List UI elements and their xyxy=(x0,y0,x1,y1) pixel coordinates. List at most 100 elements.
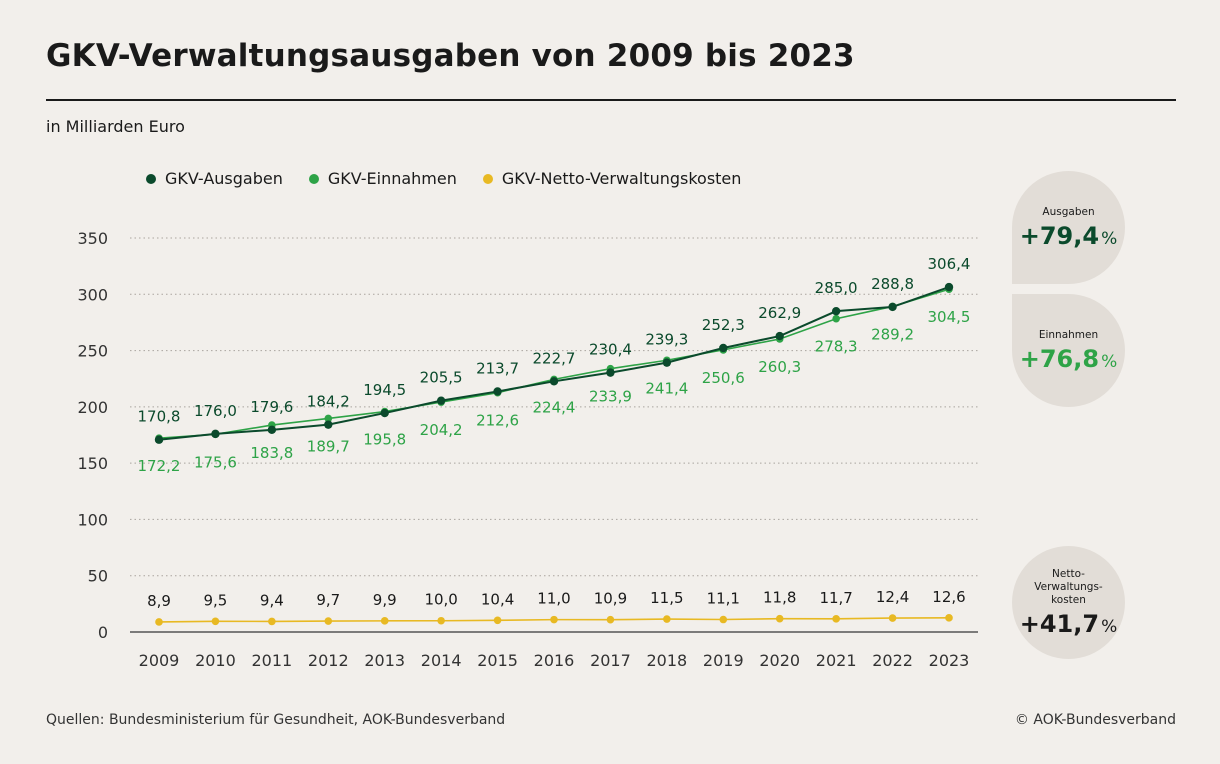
data-label-netto-2019: 11,1 xyxy=(707,590,740,608)
x-tick-label-2010: 2010 xyxy=(195,651,236,670)
legend-marker-ausgaben xyxy=(146,173,156,184)
badge-ausgaben-value: +79,4% xyxy=(1020,222,1117,250)
y-tick-label-50: 50 xyxy=(88,567,108,586)
data-label-netto-2017: 10,9 xyxy=(594,590,627,608)
data-label-einnahmen-2023: 304,5 xyxy=(928,308,971,326)
data-label-einnahmen-2009: 172,2 xyxy=(138,457,181,475)
line-chart: 0 50 100 150 200 250 300 350 2009 2010 2011 2012 201… xyxy=(77,229,978,670)
point-netto-2009 xyxy=(155,618,163,626)
badge-einnahmen: Einnahmen +76,8% xyxy=(1012,294,1125,407)
point-ausgaben-2017 xyxy=(606,368,615,377)
x-tick-label-2009: 2009 xyxy=(139,651,180,670)
data-label-ausgaben-2013: 194,5 xyxy=(363,381,406,399)
point-ausgaben-2022 xyxy=(888,302,897,312)
point-ausgaben-2014 xyxy=(436,396,446,405)
y-tick-label-350: 350 xyxy=(77,229,108,248)
badge-ausgaben: Ausgaben +79,4% xyxy=(1012,171,1125,284)
legend: GKV-Ausgaben GKV-Einnahmen GKV-Netto-Ver… xyxy=(146,169,741,188)
data-label-netto-2022: 12,4 xyxy=(876,588,909,606)
x-tick-label-2014: 2014 xyxy=(421,651,462,670)
point-netto-2011 xyxy=(268,617,276,626)
chart-subtitle: in Milliarden Euro xyxy=(46,117,185,136)
x-tick-label-2016: 2016 xyxy=(534,651,575,670)
legend-label-netto: GKV-Netto-Verwaltungskosten xyxy=(501,169,742,188)
point-ausgaben-2019 xyxy=(719,343,728,353)
data-label-netto-2013: 9,9 xyxy=(373,591,397,609)
point-einnahmen-2012 xyxy=(324,414,333,423)
badge-netto-unit: % xyxy=(1101,616,1118,637)
badge-einnahmen-value: +76,8% xyxy=(1020,345,1117,373)
data-label-ausgaben-2011: 179,6 xyxy=(250,398,293,416)
data-label-einnahmen-2018: 241,4 xyxy=(645,379,688,397)
data-label-ausgaben-2010: 176,0 xyxy=(194,402,237,420)
y-tick-label-0: 0 xyxy=(98,623,108,642)
data-label-netto-2012: 9,7 xyxy=(316,591,340,609)
point-netto-2021 xyxy=(832,615,840,623)
point-ausgaben-2020 xyxy=(775,331,784,341)
point-ausgaben-2023 xyxy=(944,282,954,292)
data-label-netto-2018: 11,5 xyxy=(650,589,683,607)
data-label-ausgaben-2019: 252,3 xyxy=(702,316,745,334)
x-tick-label-2017: 2017 xyxy=(590,651,631,670)
data-label-ausgaben-2023: 306,4 xyxy=(928,255,971,273)
data-label-einnahmen-2013: 195,8 xyxy=(363,431,406,449)
data-label-netto-2010: 9,5 xyxy=(203,591,227,609)
point-netto-2023 xyxy=(945,614,953,622)
data-label-einnahmen-2011: 183,8 xyxy=(250,444,293,462)
point-einnahmen-2021 xyxy=(832,314,840,323)
point-netto-2018 xyxy=(663,615,671,623)
data-label-einnahmen-2016: 224,4 xyxy=(533,398,576,416)
x-tick-label-2013: 2013 xyxy=(364,651,405,670)
data-label-einnahmen-2010: 175,6 xyxy=(194,453,237,471)
point-netto-2015 xyxy=(493,616,502,625)
badge-ausgaben-unit: % xyxy=(1101,228,1118,249)
y-tick-label-200: 200 xyxy=(77,398,108,417)
data-label-einnahmen-2015: 212,6 xyxy=(476,412,519,430)
legend-item-netto: GKV-Netto-Verwaltungskosten xyxy=(482,169,742,188)
data-label-netto-2020: 11,8 xyxy=(763,589,796,607)
copyright-note: © AOK-Bundesverband xyxy=(1014,712,1176,728)
legend-item-ausgaben: GKV-Ausgaben xyxy=(146,169,283,188)
badge-ausgaben-label: Ausgaben xyxy=(1042,205,1095,218)
point-netto-2020 xyxy=(775,614,784,623)
point-ausgaben-2013 xyxy=(380,408,389,418)
legend-marker-einnahmen xyxy=(308,173,319,184)
point-netto-2017 xyxy=(606,615,615,624)
y-tick-label-150: 150 xyxy=(77,454,108,473)
point-ausgaben-2009 xyxy=(154,435,164,444)
legend-label-einnahmen: GKV-Einnahmen xyxy=(327,169,457,188)
badge-netto-number: +41,7 xyxy=(1019,609,1100,638)
point-ausgaben-2015 xyxy=(493,387,502,396)
data-label-ausgaben-2015: 213,7 xyxy=(476,359,519,377)
data-label-ausgaben-2021: 285,0 xyxy=(815,279,858,297)
point-ausgaben-2012 xyxy=(324,420,333,429)
title-divider xyxy=(46,99,1176,101)
y-tick-label-250: 250 xyxy=(77,342,108,361)
x-tick-label-2020: 2020 xyxy=(759,651,800,670)
y-tick-label-300: 300 xyxy=(77,285,108,304)
data-label-netto-2016: 11,0 xyxy=(537,590,570,608)
data-label-ausgaben-2020: 262,9 xyxy=(758,304,801,322)
data-label-einnahmen-2021: 278,3 xyxy=(815,338,858,356)
data-label-ausgaben-2012: 184,2 xyxy=(307,393,350,411)
x-tick-label-2023: 2023 xyxy=(929,651,970,670)
x-tick-label-2018: 2018 xyxy=(646,651,687,670)
data-label-netto-2009: 8,9 xyxy=(147,592,171,610)
x-tick-label-2012: 2012 xyxy=(308,651,349,670)
data-label-ausgaben-2014: 205,5 xyxy=(420,369,463,387)
data-label-einnahmen-2020: 260,3 xyxy=(758,358,801,376)
point-ausgaben-2010 xyxy=(211,429,220,439)
data-label-einnahmen-2012: 189,7 xyxy=(307,437,350,455)
data-label-einnahmen-2014: 204,2 xyxy=(420,421,463,439)
legend-marker-netto xyxy=(482,173,493,184)
x-tick-label-2021: 2021 xyxy=(816,651,857,670)
data-label-einnahmen-2019: 250,6 xyxy=(702,369,745,387)
badge-netto-value: +41,7% xyxy=(1020,610,1117,638)
data-label-ausgaben-2016: 222,7 xyxy=(533,349,576,367)
legend-label-ausgaben: GKV-Ausgaben xyxy=(165,169,283,188)
point-netto-2012 xyxy=(324,617,333,625)
data-label-netto-2021: 11,7 xyxy=(819,589,852,607)
point-ausgaben-2011 xyxy=(267,425,277,435)
point-netto-2013 xyxy=(380,617,389,625)
point-netto-2016 xyxy=(550,615,558,624)
